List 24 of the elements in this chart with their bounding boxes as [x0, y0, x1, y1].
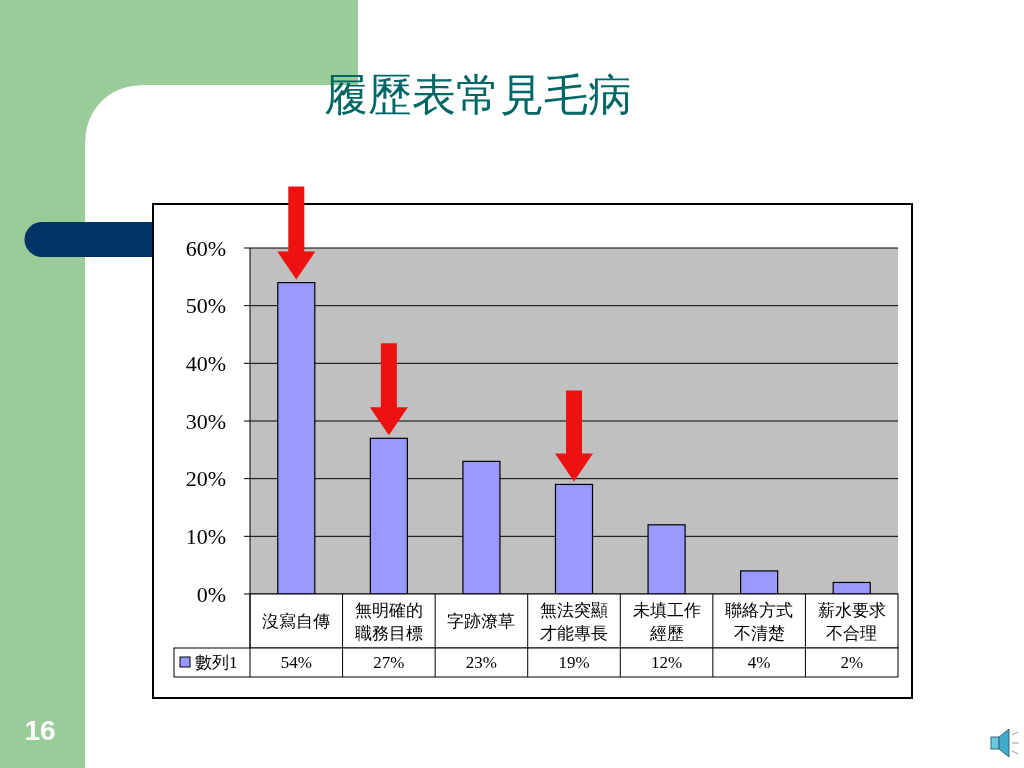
data-label: 2%	[840, 653, 864, 673]
data-label: 19%	[558, 653, 590, 673]
y-tick-label: 30%	[185, 408, 226, 434]
data-label: 4%	[747, 653, 771, 673]
data-label: 54%	[280, 653, 312, 673]
y-tick-label: 50%	[185, 293, 226, 319]
y-tick-label: 20%	[185, 466, 226, 492]
x-tick-label: 未填工作經歷	[632, 599, 701, 643]
y-tick-label: 10%	[185, 524, 226, 550]
data-label: 27%	[373, 653, 405, 673]
data-label: 12%	[650, 653, 683, 673]
x-tick-label: 無明確的職務目標	[354, 599, 423, 643]
x-tick-label: 無法突顯才能專長	[540, 599, 608, 643]
y-tick-label: 60%	[185, 235, 226, 261]
y-tick-label: 40%	[185, 351, 226, 377]
text: 16	[24, 715, 56, 746]
chart-title: 履歷表常見毛病	[324, 71, 632, 120]
y-tick-label: 0%	[196, 581, 226, 607]
x-tick-label: 薪水要求不合理	[817, 599, 886, 643]
x-tick-label: 沒寫自傳	[262, 610, 331, 631]
data-label: 23%	[465, 653, 498, 673]
x-tick-label: 聯絡方式不清楚	[725, 599, 794, 643]
x-tick-label: 字跡潦草	[447, 610, 516, 631]
legend-label: 數列1	[195, 653, 238, 673]
